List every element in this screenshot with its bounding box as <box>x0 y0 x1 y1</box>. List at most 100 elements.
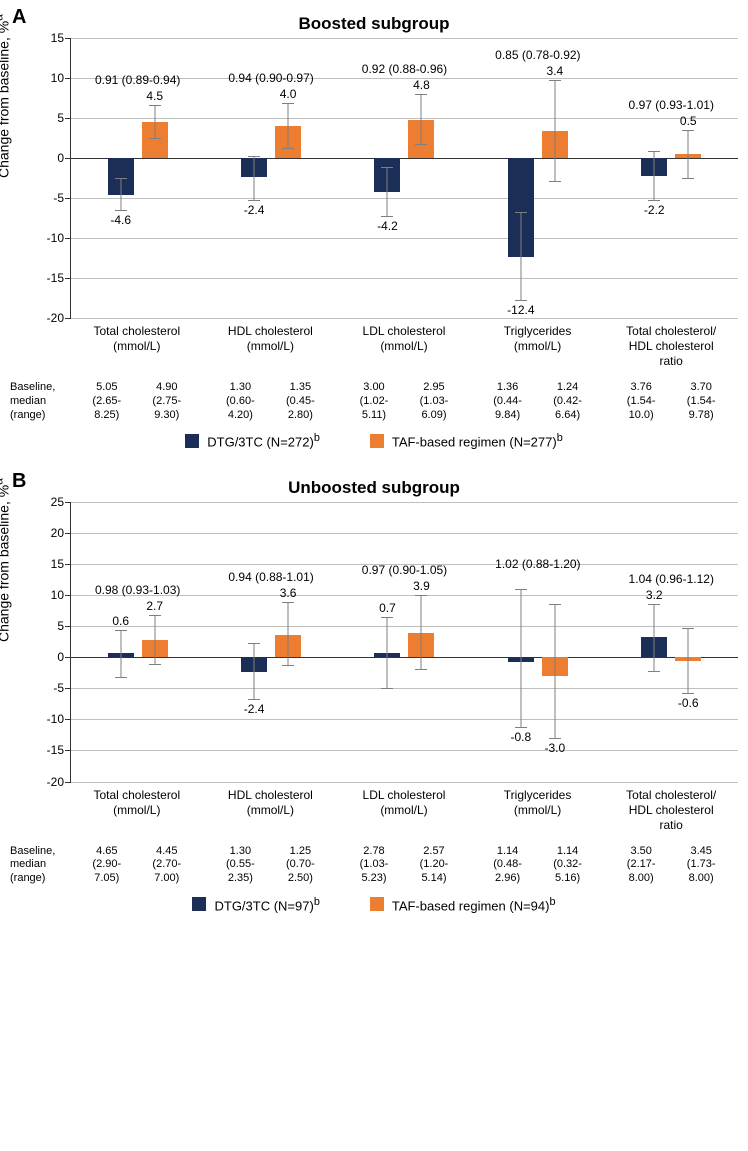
legend-swatch-icon <box>185 434 199 448</box>
value-label: 0.5 <box>680 114 697 128</box>
legend: DTG/3TC (N=272)bTAF-based regimen (N=277… <box>10 432 738 449</box>
baseline-cell-series2: 2.95(1.03-6.09) <box>406 381 462 422</box>
baseline-cell-series1: 2.78(1.03-5.23) <box>346 845 402 886</box>
errorbar <box>654 604 655 672</box>
errorbar-cap-lower <box>248 699 260 700</box>
x-category-label: LDL cholesterol(mmol/L) <box>344 788 464 833</box>
y-tick-label: 5 <box>57 619 64 633</box>
value-label: -2.4 <box>244 203 265 217</box>
x-category-label: HDL cholesterol(mmol/L) <box>210 324 330 369</box>
baseline-cell-series1: 1.30(0.55-2.35) <box>212 845 268 886</box>
errorbar-cap-upper <box>682 628 694 629</box>
errorbar <box>154 615 155 664</box>
errorbar-cap-lower <box>282 148 294 149</box>
value-label: 3.9 <box>413 579 430 593</box>
y-tick-label: -10 <box>47 231 64 245</box>
errorbar-cap-upper <box>682 130 694 131</box>
x-category-label: Total cholesterol/HDL cholesterolratio <box>611 324 731 369</box>
baseline-cell-series1: 3.00(1.02-5.11) <box>346 381 402 422</box>
value-label: 3.6 <box>280 586 297 600</box>
baseline-cell-series2: 1.25(0.70-2.50) <box>272 845 328 886</box>
value-label: -3.0 <box>545 741 566 755</box>
y-tick-label: 0 <box>57 650 64 664</box>
y-tick-mark <box>65 782 71 783</box>
legend-swatch-icon <box>370 897 384 911</box>
baseline-group: 1.30(0.60-4.20)1.35(0.45-2.80) <box>210 381 330 422</box>
baseline-header: Baseline,median(range) <box>10 845 70 886</box>
value-label: 3.2 <box>646 588 663 602</box>
baseline-cell-series2: 3.45(1.73-8.00) <box>673 845 729 886</box>
bar-group: 0.97 (0.93-1.01)-2.20.5 <box>611 38 731 318</box>
value-label: 0.6 <box>112 614 129 628</box>
legend-label: TAF-based regimen (N=94)b <box>392 896 556 913</box>
legend-item-series2: TAF-based regimen (N=94)b <box>370 896 556 913</box>
errorbar-cap-upper <box>149 105 161 106</box>
baseline-values: 5.05(2.65-8.25)4.90(2.75-9.30)1.30(0.60-… <box>70 381 738 422</box>
errorbar <box>688 628 689 693</box>
errorbar <box>688 130 689 178</box>
baseline-row: Baseline,median(range)4.65(2.90-7.05)4.4… <box>10 845 738 886</box>
value-label: 3.4 <box>547 64 564 78</box>
errorbar <box>554 604 555 738</box>
errorbar <box>120 178 121 210</box>
x-category-label: Triglycerides(mmol/L) <box>478 324 598 369</box>
errorbar <box>154 105 155 138</box>
errorbar-cap-upper <box>549 604 561 605</box>
y-tick-label: -10 <box>47 712 64 726</box>
x-category-label: LDL cholesterol(mmol/L) <box>344 324 464 369</box>
value-label: -0.8 <box>511 730 532 744</box>
legend-item-series1: DTG/3TC (N=272)b <box>185 432 320 449</box>
y-tick-label: 5 <box>57 111 64 125</box>
y-axis: Change from baseline, %a-20-15-10-505101… <box>10 38 70 318</box>
baseline-cell-series1: 1.36(0.44-9.84) <box>480 381 536 422</box>
bar-group: 0.97 (0.90-1.05)0.73.9 <box>344 502 464 782</box>
bar-group: 0.94 (0.90-0.97)-2.44.0 <box>211 38 331 318</box>
y-tick-label: -20 <box>47 775 64 789</box>
panel-B: BUnboosted subgroupChange from baseline,… <box>0 464 748 914</box>
y-tick-label: 15 <box>51 557 64 571</box>
errorbar <box>421 94 422 144</box>
ratio-label: 0.97 (0.90-1.05) <box>362 563 447 577</box>
baseline-cell-series1: 3.50(2.17-8.00) <box>613 845 669 886</box>
bar-groups: 0.91 (0.89-0.94)-4.64.50.94 (0.90-0.97)-… <box>71 38 738 318</box>
y-axis-title: Change from baseline, %a <box>0 14 11 178</box>
ratio-label: 1.02 (0.88-1.20) <box>495 557 580 571</box>
errorbar <box>288 602 289 665</box>
errorbar-cap-upper <box>415 595 427 596</box>
bar-groups: 0.98 (0.93-1.03)0.62.70.94 (0.88-1.01)-2… <box>71 502 738 782</box>
y-tick-label: -15 <box>47 743 64 757</box>
errorbar-cap-upper <box>648 151 660 152</box>
legend: DTG/3TC (N=97)bTAF-based regimen (N=94)b <box>10 896 738 913</box>
baseline-group: 1.30(0.55-2.35)1.25(0.70-2.50) <box>210 845 330 886</box>
gridline <box>71 318 738 319</box>
errorbar-cap-lower <box>149 664 161 665</box>
x-axis: Total cholesterol(mmol/L)HDL cholesterol… <box>70 324 738 369</box>
errorbar-cap-lower <box>282 665 294 666</box>
value-label: 4.8 <box>413 78 430 92</box>
errorbar-cap-lower <box>648 200 660 201</box>
errorbar-cap-upper <box>248 156 260 157</box>
plot-area: 0.98 (0.93-1.03)0.62.70.94 (0.88-1.01)-2… <box>70 502 738 782</box>
errorbar-cap-lower <box>648 671 660 672</box>
x-category-label: Triglycerides(mmol/L) <box>478 788 598 833</box>
bar-group: 0.94 (0.88-1.01)-2.43.6 <box>211 502 331 782</box>
errorbar-cap-lower <box>149 138 161 139</box>
panel-title: Unboosted subgroup <box>10 478 738 498</box>
y-tick-label: 20 <box>51 526 64 540</box>
baseline-cell-series2: 2.57(1.20-5.14) <box>406 845 462 886</box>
panel-title: Boosted subgroup <box>10 14 738 34</box>
value-label: -4.6 <box>110 213 131 227</box>
figure: ABoosted subgroupChange from baseline, %… <box>0 0 748 913</box>
errorbar-cap-lower <box>415 669 427 670</box>
errorbar-cap-lower <box>515 300 527 301</box>
baseline-cell-series1: 1.30(0.60-4.20) <box>212 381 268 422</box>
baseline-group: 3.50(2.17-8.00)3.45(1.73-8.00) <box>611 845 731 886</box>
baseline-cell-series1: 1.14(0.48-2.96) <box>480 845 536 886</box>
ratio-label: 0.94 (0.90-0.97) <box>228 71 313 85</box>
baseline-row: Baseline,median(range)5.05(2.65-8.25)4.9… <box>10 381 738 422</box>
bar-group: 0.98 (0.93-1.03)0.62.7 <box>78 502 198 782</box>
errorbar-cap-upper <box>149 615 161 616</box>
baseline-cell-series2: 1.14(0.32-5.16) <box>540 845 596 886</box>
baseline-header: Baseline,median(range) <box>10 381 70 422</box>
errorbar-cap-upper <box>115 178 127 179</box>
